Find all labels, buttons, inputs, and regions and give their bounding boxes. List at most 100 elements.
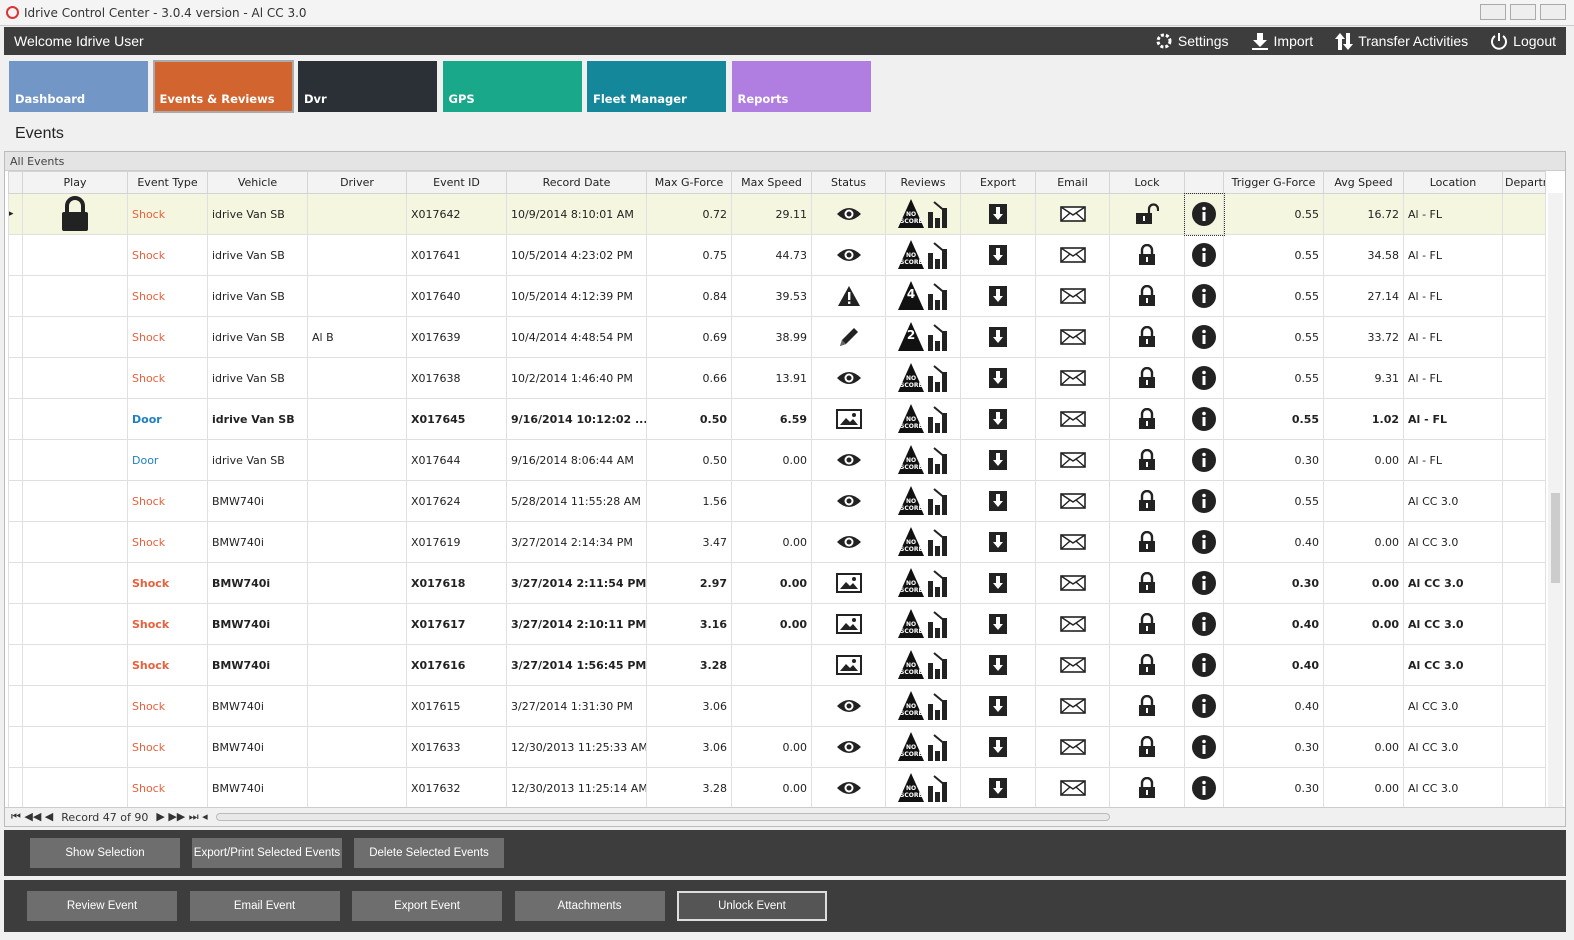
info-cell[interactable] — [1184, 439, 1224, 481]
info-cell[interactable] — [1184, 480, 1224, 522]
scroll-thumb[interactable] — [1551, 493, 1560, 583]
lock-cell[interactable] — [1109, 439, 1185, 481]
event-row[interactable]: Shock BMW740i X017624 5/28/2014 11:55:28 AM… — [8, 480, 1546, 522]
info-cell[interactable] — [1183, 192, 1225, 236]
reviews-cell[interactable]: NO SCORE — [885, 398, 961, 440]
reviews-cell[interactable]: NO SCORE — [885, 685, 961, 727]
export-cell[interactable] — [960, 398, 1036, 440]
column-header[interactable]: Event ID — [406, 171, 507, 194]
menu-item[interactable]: Transfer Activities — [1335, 32, 1468, 50]
info-cell[interactable] — [1184, 316, 1224, 358]
export-cell[interactable] — [960, 521, 1036, 563]
info-cell[interactable] — [1184, 398, 1224, 440]
column-header[interactable]: Reviews — [885, 171, 961, 194]
email-cell[interactable] — [1035, 316, 1110, 358]
export-cell[interactable] — [960, 726, 1036, 768]
play-cell[interactable] — [22, 603, 128, 645]
play-cell[interactable] — [22, 521, 128, 563]
info-cell[interactable] — [1184, 644, 1224, 686]
event-row[interactable]: Shock idrive Van SB X017641 10/5/2014 4:23:… — [8, 234, 1546, 276]
lock-cell[interactable] — [1109, 275, 1185, 317]
column-header[interactable]: Event Type — [127, 171, 208, 194]
email-cell[interactable] — [1035, 439, 1110, 481]
email-cell[interactable] — [1035, 275, 1110, 317]
email-cell[interactable] — [1035, 357, 1110, 399]
email-cell[interactable] — [1035, 234, 1110, 276]
reviews-cell[interactable]: NO SCORE — [885, 357, 961, 399]
email-cell[interactable] — [1035, 193, 1110, 235]
lock-cell[interactable] — [1109, 234, 1185, 276]
event-row[interactable]: Door idrive Van SB X017645 9/16/2014 10:12:… — [8, 398, 1546, 440]
export-cell[interactable] — [960, 357, 1036, 399]
info-cell[interactable] — [1184, 275, 1224, 317]
lock-cell[interactable] — [1109, 193, 1185, 235]
reviews-cell[interactable]: NO SCORE — [885, 521, 961, 563]
play-cell[interactable] — [22, 398, 128, 440]
play-cell[interactable] — [22, 644, 128, 686]
column-header[interactable]: Status — [811, 171, 886, 194]
lock-cell[interactable] — [1109, 644, 1185, 686]
lock-cell[interactable] — [1109, 398, 1185, 440]
lock-cell[interactable] — [1109, 562, 1185, 604]
reviews-cell[interactable]: NO SCORE — [885, 726, 961, 768]
export-cell[interactable] — [960, 480, 1036, 522]
lock-cell[interactable] — [1109, 603, 1185, 645]
email-cell[interactable] — [1035, 562, 1110, 604]
export-cell[interactable] — [960, 193, 1036, 235]
email-cell[interactable] — [1035, 398, 1110, 440]
column-header[interactable]: Play — [22, 171, 128, 194]
minimize-button[interactable] — [1480, 4, 1506, 20]
column-header[interactable]: Record Date — [506, 171, 647, 194]
action-button[interactable]: Export/Print Selected Events — [192, 838, 342, 868]
info-cell[interactable] — [1184, 603, 1224, 645]
reviews-cell[interactable]: NO SCORE — [885, 439, 961, 481]
export-cell[interactable] — [960, 234, 1036, 276]
event-row[interactable]: Shock BMW740i X017615 3/27/2014 1:31:30 PM 3… — [8, 685, 1546, 727]
lock-cell[interactable] — [1109, 726, 1185, 768]
play-cell[interactable] — [22, 316, 128, 358]
action-button[interactable]: Attachments — [514, 891, 665, 921]
reviews-cell[interactable]: 4 — [885, 275, 961, 317]
info-cell[interactable] — [1184, 562, 1224, 604]
play-cell[interactable] — [22, 193, 128, 235]
lock-cell[interactable] — [1109, 521, 1185, 563]
play-cell[interactable] — [22, 234, 128, 276]
nav-tab[interactable]: Fleet Manager — [587, 61, 726, 112]
reviews-cell[interactable]: NO SCORE — [885, 234, 961, 276]
play-cell[interactable] — [22, 562, 128, 604]
menu-item[interactable]: Settings — [1155, 32, 1229, 50]
email-cell[interactable] — [1035, 644, 1110, 686]
column-header[interactable]: Departm — [1502, 171, 1546, 194]
nav-tab[interactable]: Dashboard — [9, 61, 148, 112]
column-header[interactable]: Max Speed — [731, 171, 812, 194]
play-cell[interactable] — [22, 357, 128, 399]
email-cell[interactable] — [1035, 726, 1110, 768]
play-cell[interactable] — [22, 439, 128, 481]
export-cell[interactable] — [960, 644, 1036, 686]
column-header[interactable]: Email — [1035, 171, 1110, 194]
column-header[interactable]: Trigger G-Force — [1223, 171, 1324, 194]
vertical-scrollbar[interactable] — [1548, 193, 1563, 807]
info-cell[interactable] — [1184, 685, 1224, 727]
export-cell[interactable] — [960, 685, 1036, 727]
action-button[interactable]: Review Event — [27, 891, 177, 921]
reviews-cell[interactable]: 2 — [885, 316, 961, 358]
export-cell[interactable] — [960, 439, 1036, 481]
action-button[interactable]: Delete Selected Events — [354, 838, 504, 868]
action-button[interactable]: Unlock Event — [677, 891, 827, 921]
column-header[interactable]: Lock — [1109, 171, 1185, 194]
export-cell[interactable] — [960, 603, 1036, 645]
column-header[interactable]: Driver — [307, 171, 407, 194]
window-controls[interactable] — [1480, 4, 1566, 20]
event-row[interactable]: Shock BMW740i X017617 3/27/2014 2:10:11 PM 3… — [8, 603, 1546, 645]
column-header[interactable]: Location — [1403, 171, 1503, 194]
play-cell[interactable] — [22, 726, 128, 768]
nav-arrows[interactable]: ▶ ▶▶ ⏭ ◂ — [156, 810, 208, 823]
info-cell[interactable] — [1184, 726, 1224, 768]
email-cell[interactable] — [1035, 767, 1110, 809]
column-header[interactable]: Export — [960, 171, 1036, 194]
reviews-cell[interactable]: NO SCORE — [885, 644, 961, 686]
nav-arrows[interactable]: ⏮ ◀◀ ◀ — [11, 810, 54, 823]
play-cell[interactable] — [22, 685, 128, 727]
column-header[interactable]: Vehicle — [207, 171, 308, 194]
